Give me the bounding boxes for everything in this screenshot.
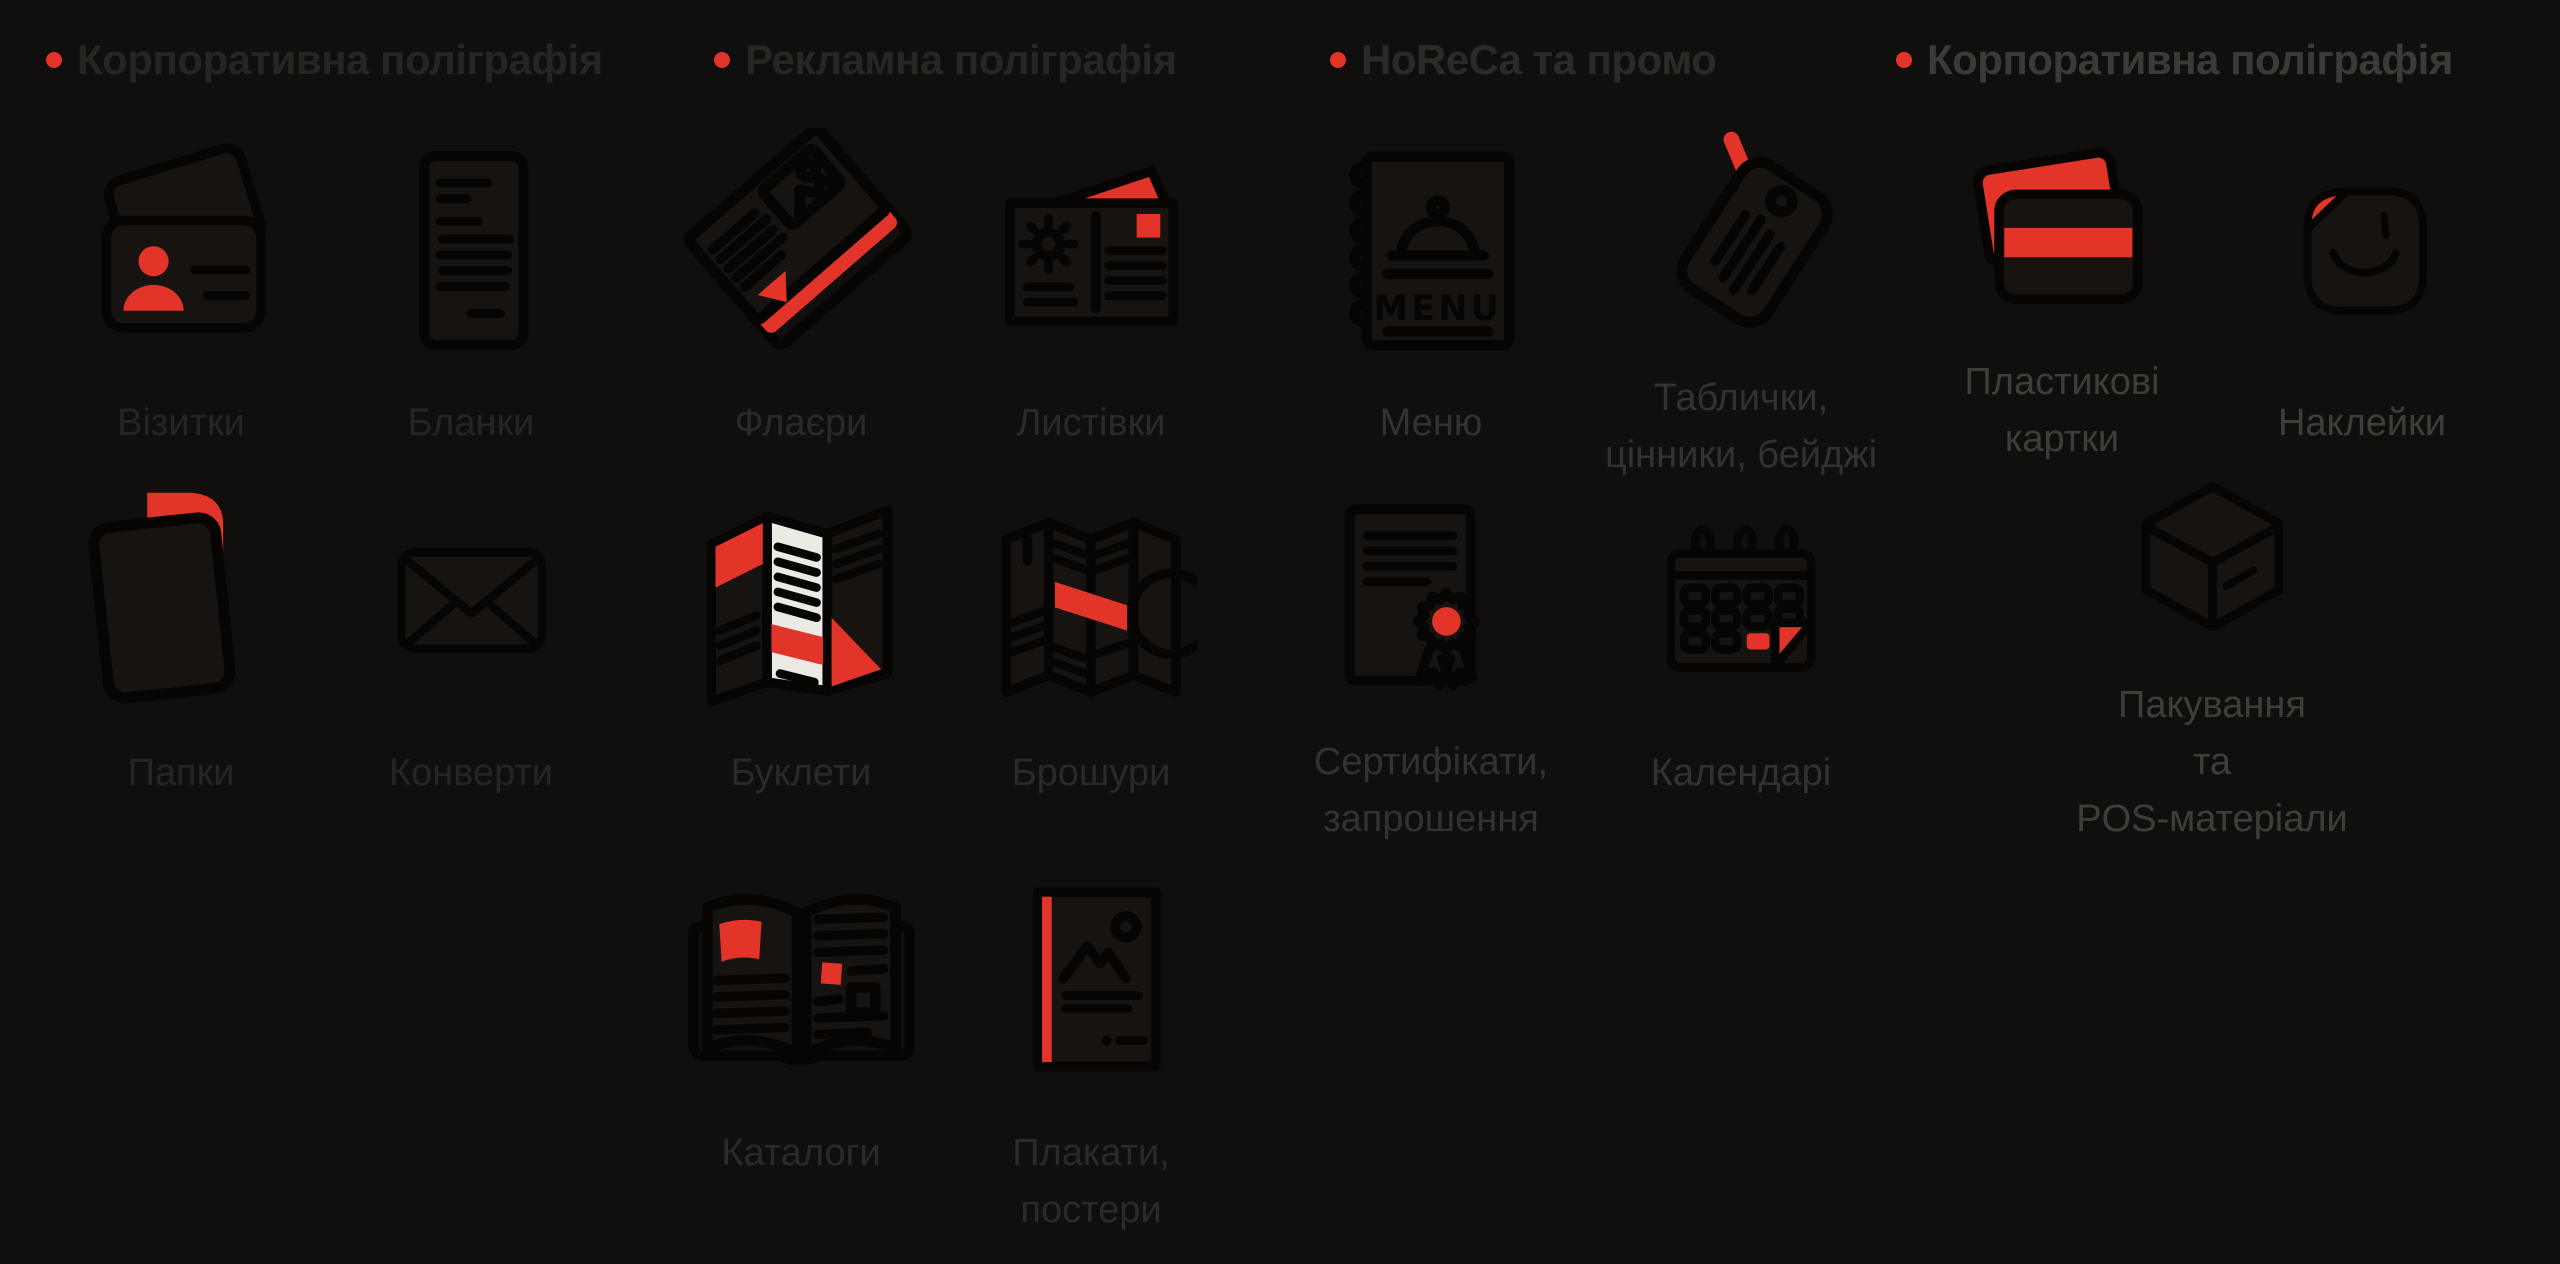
category-items: Візитки Бланки Папки Конверти: [36, 118, 616, 848]
menu-item-label: Брошури: [1011, 752, 1171, 794]
bullet-icon: [1330, 52, 1346, 68]
menu-item[interactable]: Календарі: [1586, 468, 1896, 848]
category-title: Корпоративна поліграфія: [1927, 36, 2453, 83]
menu-item[interactable]: Бланки: [326, 118, 616, 468]
calendar-icon: [1646, 468, 1836, 733]
menu-item-label: Меню: [1379, 402, 1483, 444]
envelope-icon: [379, 468, 564, 733]
category-items: MENU Меню Таблички, цінники, бейджі Сертифі…: [1276, 118, 1896, 848]
category-column-horeca: HoReCa та промо MENU Меню Таблички, цінник…: [1276, 0, 1896, 848]
category-column-corporate: Корпоративна поліграфія Візитки Бланки Пап…: [36, 0, 616, 848]
menu-item-label: Візитки: [117, 402, 245, 444]
menu-item[interactable]: Брошури: [946, 468, 1236, 848]
category-header[interactable]: Рекламна поліграфія: [714, 34, 1236, 86]
menu-item-label: Наклейки: [2277, 402, 2446, 444]
category-column-corporate-2: Корпоративна поліграфія Пластикові картк…: [1896, 0, 2512, 848]
menu-item-label: Бланки: [407, 402, 535, 444]
menu-item-label: Календарі: [1650, 752, 1832, 794]
svg-text:MENU: MENU: [1374, 289, 1503, 329]
menu-item-label: Листівки: [1016, 402, 1166, 444]
menu-item[interactable]: Плакати, постери: [946, 848, 1236, 1239]
letterhead-icon: [359, 118, 584, 383]
certificate-icon: [1321, 468, 1541, 722]
menu-item[interactable]: Конверти: [326, 468, 616, 848]
sticker-icon: [2277, 118, 2447, 383]
menu-item-label: Папки: [127, 752, 235, 794]
menu-item-label: Таблички, цінники, бейджі: [1604, 377, 1878, 476]
category-column-advertising: Рекламна поліграфія Флаєри Листівки Буклет…: [656, 0, 1236, 1239]
poster-icon: [984, 848, 1199, 1113]
menu-item-label: Каталоги: [721, 1132, 881, 1174]
plastic-cards-icon: [1957, 118, 2167, 342]
menu-item[interactable]: MENU Меню: [1276, 118, 1586, 468]
brochure-icon: [985, 468, 1197, 733]
menu-item[interactable]: Каталоги: [656, 848, 946, 1239]
category-header[interactable]: Корпоративна поліграфія: [1896, 34, 2512, 86]
menu-item[interactable]: Буклети: [656, 468, 946, 848]
folder-icon: [59, 468, 304, 733]
postcard-icon: [984, 118, 1199, 383]
menu-item-label: Флаєри: [734, 402, 868, 444]
menu-item[interactable]: Таблички, цінники, бейджі: [1586, 118, 1896, 476]
menu-item[interactable]: Сертифікати, запрошення: [1276, 468, 1586, 848]
menu-item-label: Плакати, постери: [1012, 1132, 1170, 1231]
bullet-icon: [46, 52, 62, 68]
menu-book-icon: MENU: [1316, 118, 1546, 383]
package-box-icon: [2115, 468, 2310, 665]
booklet-icon: [694, 468, 909, 733]
category-title: HoReCa та промо: [1361, 36, 1717, 83]
menu-item-label: Конверти: [388, 752, 554, 794]
category-header[interactable]: Корпоративна поліграфія: [46, 34, 616, 86]
menu-item[interactable]: Наклейки: [2212, 118, 2512, 468]
menu-item-label: Буклети: [730, 752, 872, 794]
catalog-icon: [684, 848, 919, 1113]
category-title: Корпоративна поліграфія: [77, 36, 603, 83]
menu-item[interactable]: Флаєри: [656, 118, 946, 468]
menu-item-label: Пластикові картки: [1964, 361, 2160, 460]
menu-item[interactable]: Пластикові картки: [1912, 118, 2212, 468]
menu-item[interactable]: Листівки: [946, 118, 1236, 468]
menu-item-label: Сертифікати, запрошення: [1313, 741, 1549, 840]
bullet-icon: [714, 52, 730, 68]
category-title: Рекламна поліграфія: [745, 36, 1177, 83]
business-cards-icon: [74, 118, 289, 383]
flyers-icon: [679, 118, 924, 383]
hang-tag-icon: [1621, 118, 1861, 358]
category-items: Пластикові картки Наклейки Пакування та PO…: [1912, 118, 2512, 848]
category-items: Флаєри Листівки Буклети Брошури Каталоги Плак…: [656, 118, 1236, 1239]
category-header[interactable]: HoReCa та промо: [1330, 34, 1896, 86]
menu-item[interactable]: Папки: [36, 468, 326, 848]
bullet-icon: [1896, 52, 1912, 68]
menu-item[interactable]: Візитки: [36, 118, 326, 468]
menu-item[interactable]: Пакування та POS-матеріали: [1912, 468, 2512, 848]
menu-item-label: Пакування та POS-матеріали: [2076, 684, 2348, 840]
